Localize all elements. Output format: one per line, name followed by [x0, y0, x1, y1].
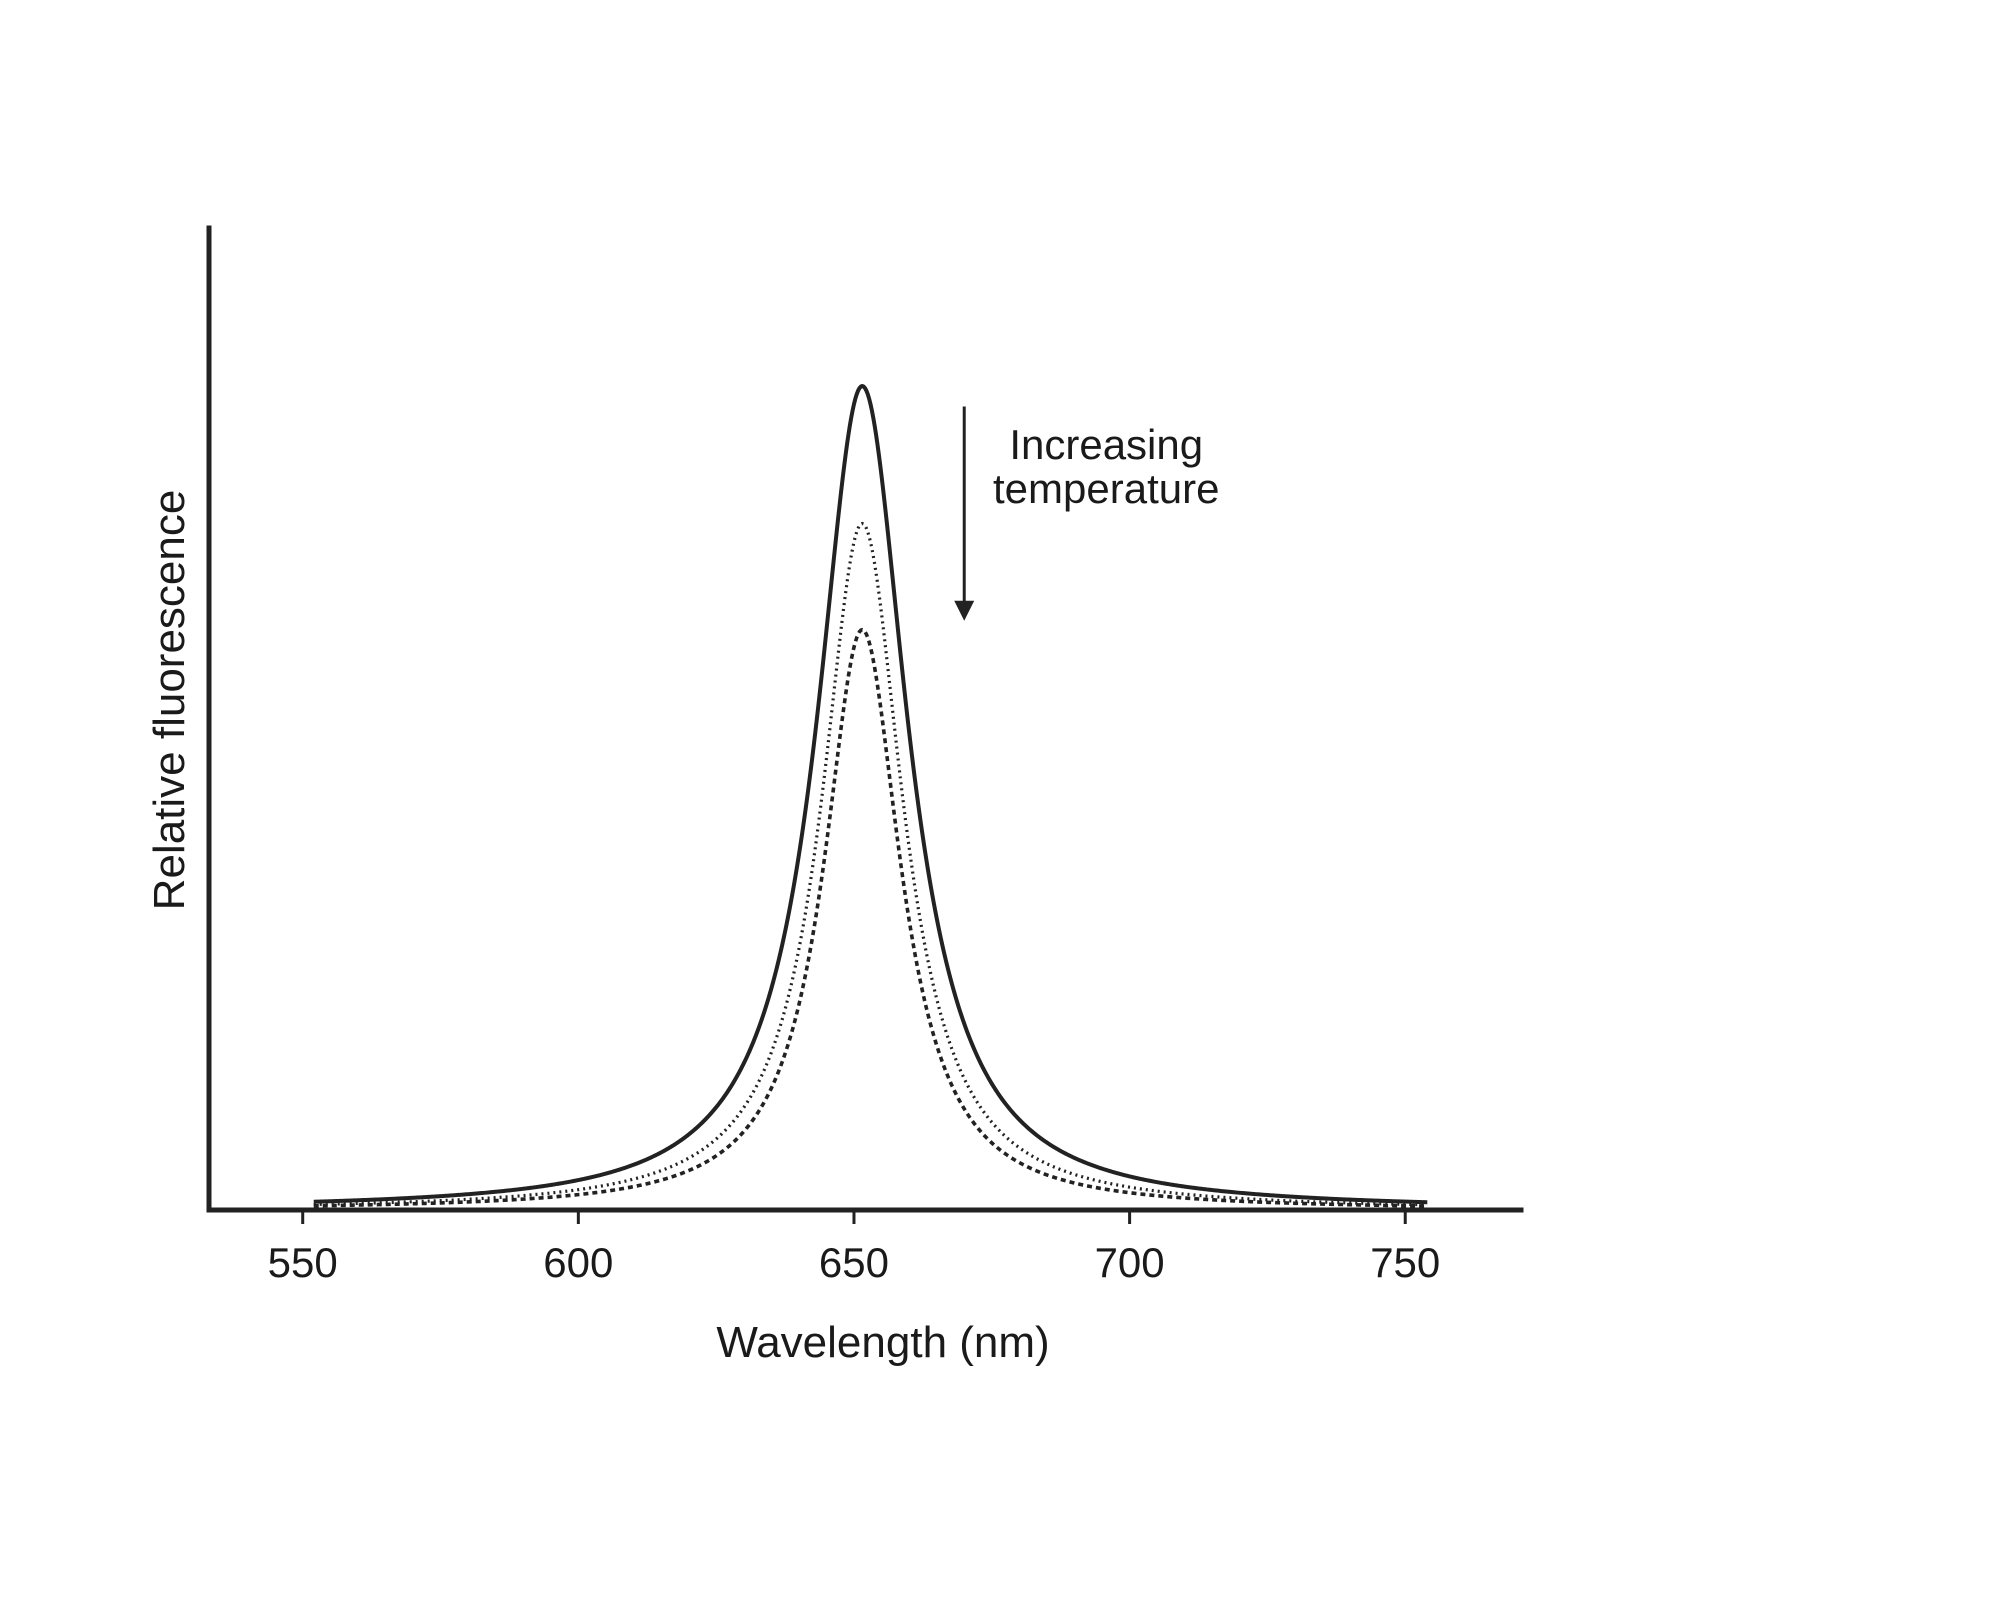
axes: 550 600 650 700 750 Wavelength (nm) Relative… — [145, 225, 1524, 1367]
series-layer — [313, 384, 1428, 1208]
x-axis-title: Wavelength (nm) — [716, 1318, 1049, 1367]
x-tick-label: 700 — [1095, 1239, 1165, 1286]
spectrum-line-dotted — [313, 521, 1428, 1207]
spectrum-line-dashed — [313, 627, 1428, 1208]
x-tick-label: 550 — [268, 1239, 338, 1286]
x-tick-label: 600 — [543, 1239, 613, 1286]
x-tick-label: 650 — [819, 1239, 889, 1286]
y-axis-title: Relative fluorescence — [145, 490, 194, 911]
x-tick-label: 750 — [1370, 1239, 1440, 1286]
spectrum-line-solid — [313, 384, 1428, 1205]
annotation: Increasing temperature — [954, 406, 1219, 621]
x-ticks: 550 600 650 700 750 — [268, 1210, 1440, 1286]
annotation-line-1: Increasing — [1009, 421, 1203, 468]
annotation-line-2: temperature — [993, 465, 1219, 512]
temperature-arrow-head — [954, 600, 975, 621]
